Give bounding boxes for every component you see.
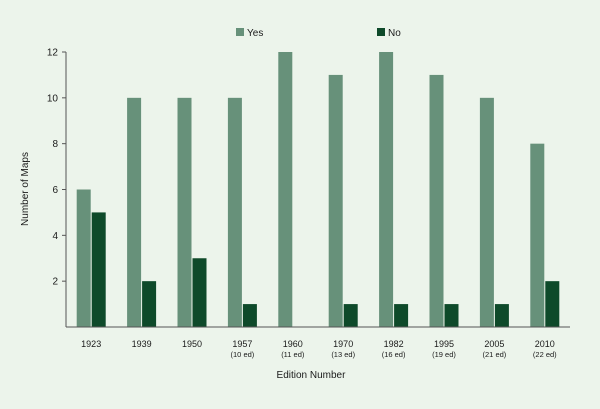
bar-no-1923	[91, 212, 106, 327]
bar-no-1957	[242, 304, 257, 327]
x-tick-label: 1957	[232, 339, 252, 349]
x-tick-label: 2010	[535, 339, 555, 349]
x-tick-label: 1923	[81, 339, 101, 349]
legend-label-yes: Yes	[247, 28, 263, 39]
y-tick-label: 6	[52, 185, 58, 196]
y-tick-label: 2	[52, 277, 58, 288]
bar-yes-1923	[76, 189, 91, 327]
bar-no-1982	[394, 304, 409, 327]
x-tick-label: 1982	[384, 339, 404, 349]
legend-swatch-no	[377, 28, 385, 36]
x-tick-label: 1995	[434, 339, 454, 349]
bar-no-1970	[343, 304, 358, 327]
y-axis: 2 4 6 8 10 12	[47, 48, 67, 327]
bar-no-2010	[545, 281, 560, 327]
x-tick-sublabel: (22 ed)	[533, 350, 557, 359]
x-tick-label: 1960	[283, 339, 303, 349]
x-tick-label: 1970	[333, 339, 353, 349]
bar-yes-1995	[429, 74, 444, 328]
x-tick-sublabel: (19 ed)	[432, 350, 456, 359]
x-axis: 1923 1939 1950 1957(10 ed)1960(11 ed)1970(1…	[66, 326, 570, 359]
x-tick-sublabel: (13 ed)	[331, 350, 355, 359]
bar-no-2005	[494, 304, 509, 327]
y-tick-label: 10	[47, 93, 59, 104]
bar-yes-1957	[227, 97, 242, 327]
x-tick-sublabel: (16 ed)	[382, 350, 406, 359]
x-tick-sublabel: (21 ed)	[483, 350, 507, 359]
y-tick-label: 12	[47, 48, 59, 59]
y-tick-label: 4	[52, 231, 58, 242]
legend-label-no: No	[388, 28, 401, 39]
bar-yes-1970	[328, 74, 343, 328]
bar-yes-1960	[278, 52, 293, 327]
bar-no-1939	[142, 281, 157, 327]
bar-yes-2010	[530, 143, 545, 327]
x-tick-sublabel: (11 ed)	[281, 350, 305, 359]
bar-yes-1950	[177, 97, 192, 327]
bar-yes-1939	[127, 97, 142, 327]
bar-no-1950	[192, 258, 207, 327]
x-tick-sublabel: (10 ed)	[231, 350, 255, 359]
x-tick-label: 1950	[182, 339, 202, 349]
bar-no-1995	[444, 304, 459, 327]
x-tick-label: 1939	[132, 339, 152, 349]
bar-yes-1982	[379, 52, 394, 327]
bars	[76, 52, 560, 328]
y-axis-label: Number of Maps	[20, 152, 31, 226]
x-tick-label: 2005	[484, 339, 504, 349]
bar-yes-2005	[479, 97, 494, 327]
legend-swatch-yes	[236, 28, 244, 36]
x-axis-label: Edition Number	[277, 370, 347, 381]
y-tick-label: 8	[52, 139, 58, 150]
legend: Yes No	[236, 28, 401, 39]
